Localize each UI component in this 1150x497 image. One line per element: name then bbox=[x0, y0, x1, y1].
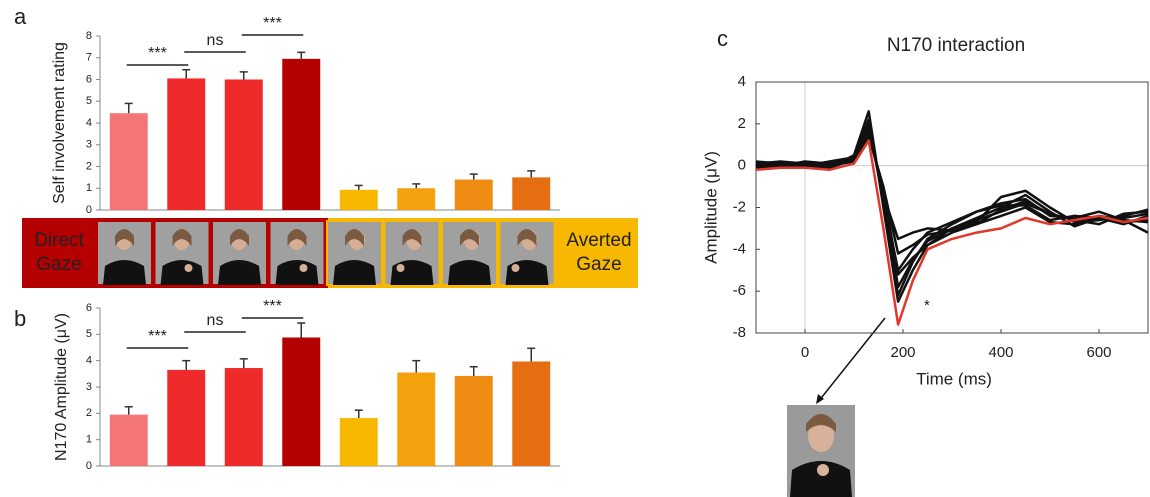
arrow bbox=[818, 318, 885, 402]
x-tick-label: 200 bbox=[890, 344, 915, 361]
bar bbox=[167, 78, 205, 210]
annotation: * bbox=[924, 297, 930, 314]
significance-label: *** bbox=[263, 298, 282, 315]
photo-body bbox=[448, 260, 491, 285]
line-series bbox=[756, 132, 1148, 274]
y-tick-label: 5 bbox=[86, 95, 92, 107]
y-tick-label: 4 bbox=[86, 355, 92, 367]
line-series bbox=[756, 120, 1148, 296]
bar bbox=[397, 373, 435, 466]
photo-body bbox=[391, 260, 434, 285]
figure: aSelf involvement rating012345678***ns**… bbox=[0, 0, 1150, 497]
panel-label: c bbox=[717, 26, 728, 51]
photo-hand bbox=[397, 264, 405, 272]
y-tick-label: 4 bbox=[738, 73, 746, 90]
line-series bbox=[756, 111, 1148, 301]
bar bbox=[340, 418, 378, 466]
plot-frame bbox=[756, 82, 1148, 333]
y-tick-label: 3 bbox=[86, 381, 92, 393]
photo-hand bbox=[512, 264, 520, 272]
significance-label: ns bbox=[207, 312, 224, 329]
bar bbox=[512, 361, 550, 466]
y-axis-label: N170 Amplitude (μV) bbox=[53, 313, 70, 461]
y-tick-label: 0 bbox=[86, 460, 92, 472]
photo-body bbox=[276, 260, 319, 285]
line-series bbox=[756, 124, 1148, 270]
photo-hand bbox=[300, 264, 308, 272]
line-series bbox=[756, 136, 1148, 253]
x-tick-label: 0 bbox=[801, 344, 809, 361]
bar bbox=[167, 370, 205, 466]
bar bbox=[282, 59, 320, 210]
photo-body bbox=[506, 260, 549, 285]
bar bbox=[225, 368, 263, 466]
y-tick-label: 0 bbox=[738, 157, 746, 174]
y-tick-label: 6 bbox=[86, 73, 92, 85]
significance-label: *** bbox=[263, 15, 282, 32]
y-tick-label: 3 bbox=[86, 139, 92, 151]
x-tick-label: 400 bbox=[988, 344, 1013, 361]
y-tick-label: 6 bbox=[86, 302, 92, 314]
x-tick-label: 600 bbox=[1086, 344, 1111, 361]
band-label: Averted Gaze bbox=[560, 229, 638, 277]
bar bbox=[282, 337, 320, 466]
y-tick-label: 2 bbox=[86, 407, 92, 419]
y-tick-label: -4 bbox=[733, 240, 746, 257]
panel-label: b bbox=[14, 306, 26, 331]
bar bbox=[512, 177, 550, 210]
photo-hand bbox=[185, 264, 193, 272]
y-tick-label: 8 bbox=[86, 30, 92, 42]
bar bbox=[110, 113, 148, 210]
bar bbox=[110, 415, 148, 466]
band-label: Direct Gaze bbox=[22, 229, 96, 277]
y-tick-label: 4 bbox=[86, 117, 92, 129]
y-axis-label: Self involvement rating bbox=[51, 42, 68, 204]
photo-body bbox=[218, 260, 261, 285]
chart-title: N170 interaction bbox=[887, 35, 1025, 56]
y-axis-label: Amplitude (μV) bbox=[701, 151, 720, 264]
significance-label: *** bbox=[148, 45, 167, 62]
face-image bbox=[787, 405, 855, 497]
y-tick-label: -2 bbox=[733, 198, 746, 215]
photo-body bbox=[103, 260, 146, 285]
bar bbox=[225, 80, 263, 211]
x-axis-label: Time (ms) bbox=[916, 369, 992, 388]
line-series bbox=[756, 128, 1148, 287]
bar bbox=[455, 376, 493, 466]
y-tick-label: 5 bbox=[86, 328, 92, 340]
bar bbox=[397, 188, 435, 210]
y-tick-label: 2 bbox=[86, 160, 92, 172]
y-tick-label: -6 bbox=[733, 282, 746, 299]
significance-label: *** bbox=[148, 328, 167, 345]
significance-label: ns bbox=[207, 32, 224, 49]
bar bbox=[455, 180, 493, 210]
y-tick-label: 0 bbox=[86, 204, 92, 216]
photo-body bbox=[333, 260, 376, 285]
panel-label: a bbox=[14, 4, 27, 29]
y-tick-label: -8 bbox=[733, 324, 746, 341]
y-tick-label: 1 bbox=[86, 434, 92, 446]
bar bbox=[340, 190, 378, 210]
y-tick-label: 2 bbox=[738, 115, 746, 132]
y-tick-label: 7 bbox=[86, 52, 92, 64]
y-tick-label: 1 bbox=[86, 182, 92, 194]
photo-body bbox=[161, 260, 204, 285]
